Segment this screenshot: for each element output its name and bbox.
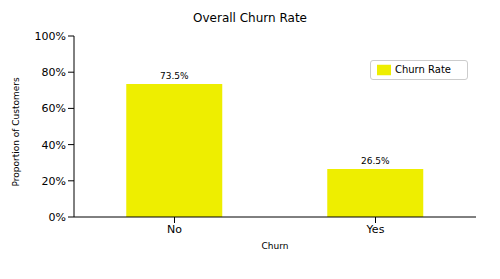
svg-text:20%: 20% [42,175,66,188]
svg-text:40%: 40% [42,139,66,152]
html-text:Churn Rate: Churn Rate [395,64,451,75]
svg-text:26.5%: 26.5% [361,156,390,166]
svg-text:Yes: Yes [366,223,385,236]
svg-text:73.5%: 73.5% [160,71,189,81]
svg-text:60%: 60% [42,102,66,115]
svg-text:No: No [167,223,182,236]
svg-text:Churn: Churn [262,241,289,251]
html-text:Overall Churn Rate: Overall Churn Rate [193,11,307,25]
svg-text:0%: 0% [49,211,66,224]
svg-text:100%: 100% [35,30,66,43]
svg-text:80%: 80% [42,66,66,79]
svg-text:Proportion of Customers: Proportion of Customers [11,77,21,187]
